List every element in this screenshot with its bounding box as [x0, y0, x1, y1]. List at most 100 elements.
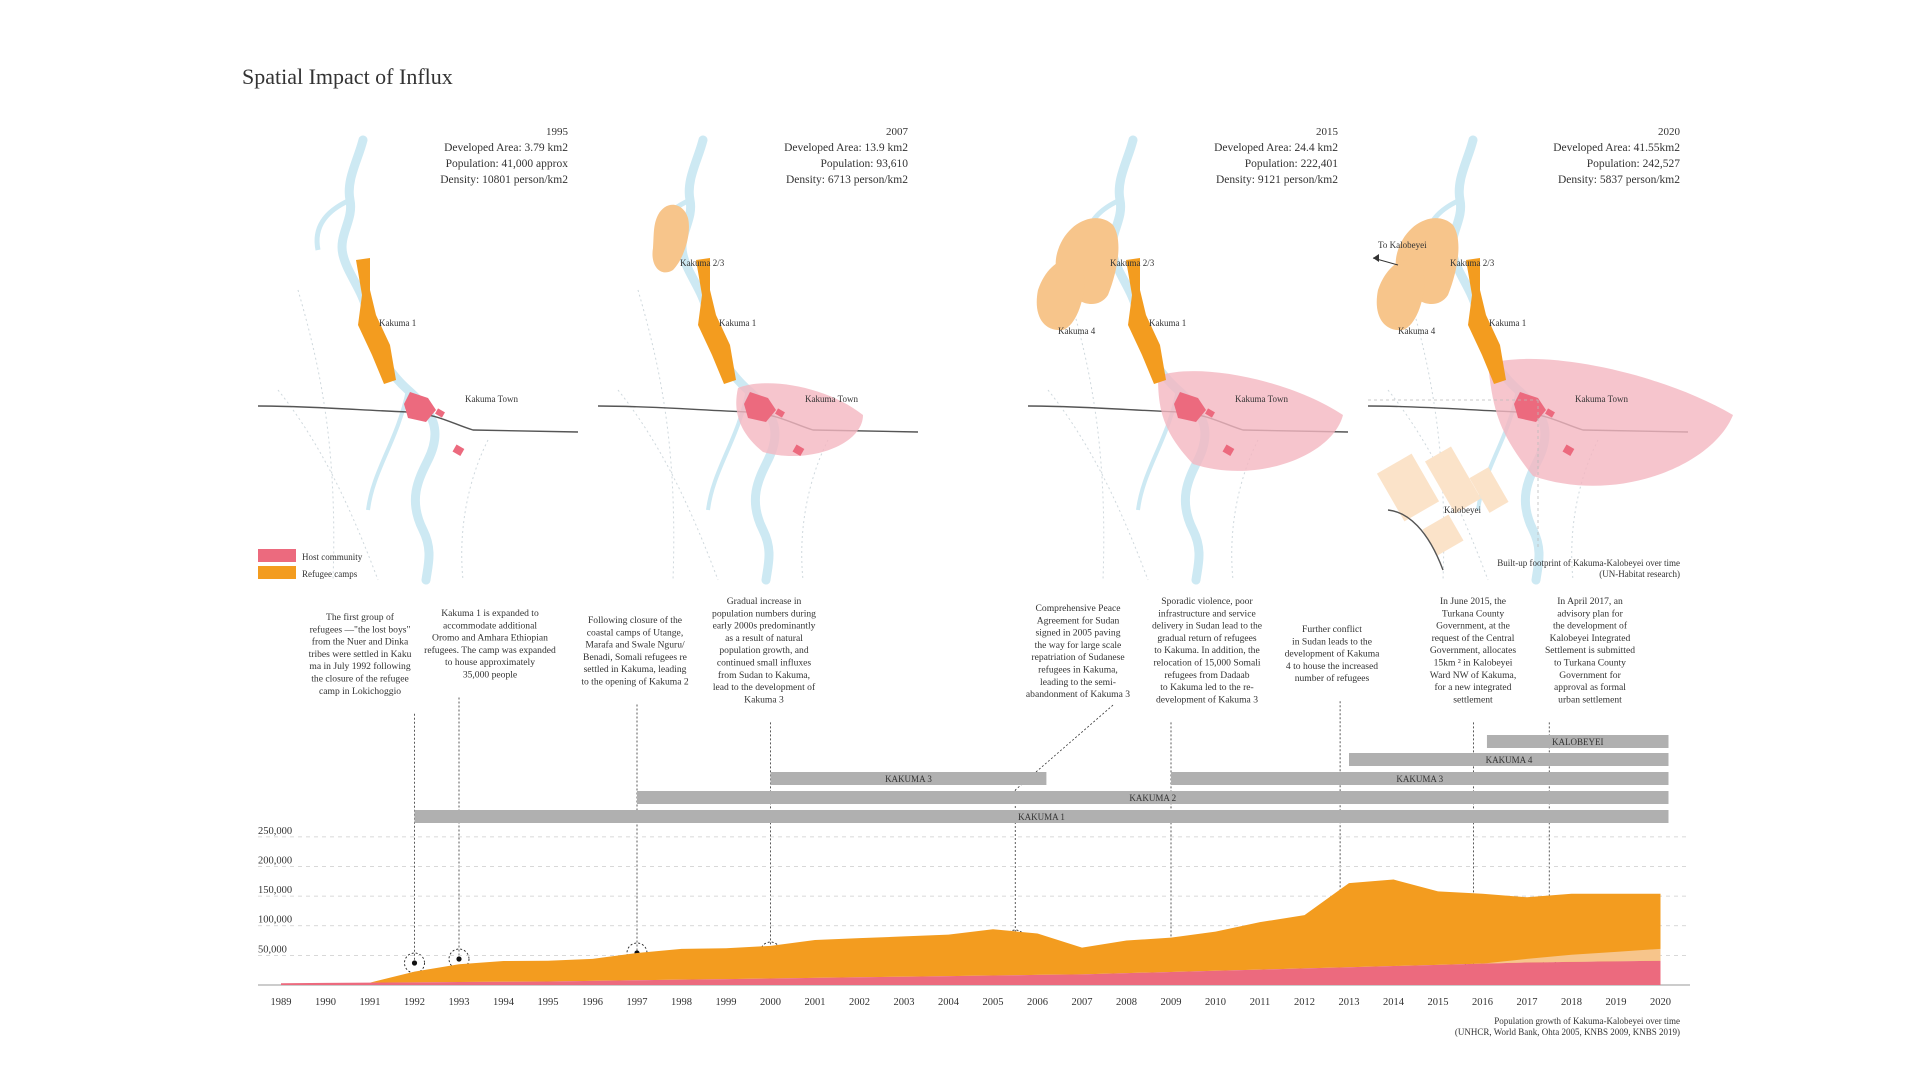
map-panel-2015: Kakuma 2/3 Kakuma 1 Kakuma 4 Kakuma Town 201…	[1027, 126, 1349, 585]
host-community-area	[1158, 371, 1343, 471]
map-stats: 2007 Developed Area: 13.9 km2 Population: …	[784, 126, 908, 186]
map-stat-density: Density: 10801 person/km2	[440, 174, 568, 186]
map-label: Kakuma Town	[805, 394, 858, 404]
annotation-line: Benadi, Somali refugees re	[583, 652, 687, 663]
seasonal-stream	[297, 289, 335, 581]
map-stats: 1995 Developed Area: 3.79 km2 Population: …	[440, 126, 568, 186]
map-label: Kakuma Town	[465, 394, 518, 404]
x-tick-label: 2006	[1027, 997, 1048, 1008]
camp-bar-segment	[1171, 772, 1669, 785]
annotation-line: Kakuma 3	[744, 694, 784, 705]
annotation-line: Sporadic violence, poor	[1161, 596, 1253, 607]
chart-caption-line-1: Population growth of Kakuma-Kalobeyei ov…	[1494, 1016, 1680, 1026]
annotation-line: population growth, and	[719, 645, 808, 656]
annotation-line: Marafa and Swale Nguru/	[585, 640, 685, 651]
map-label: Kakuma 2/3	[1110, 258, 1155, 268]
map-stat-population: Population: 242,527	[1587, 158, 1681, 170]
host-population-area	[281, 960, 1661, 985]
kakuma-4-camp	[1376, 259, 1425, 331]
annotation-line: infrastructure and service	[1158, 608, 1256, 619]
x-tick-label: 2009	[1161, 997, 1182, 1008]
annotation-line: the closure of the refugee	[311, 674, 409, 685]
x-tick-label: 1992	[404, 997, 425, 1008]
annotation-line: settlement	[1453, 694, 1493, 705]
map-stats: 2015 Developed Area: 24.4 km2 Population: …	[1214, 126, 1338, 186]
y-tick-label: 50,000	[258, 944, 287, 955]
map-stat-density: Density: 6713 person/km2	[786, 174, 908, 186]
x-tick-label: 1993	[449, 997, 470, 1008]
x-tick-label: 2008	[1116, 997, 1137, 1008]
x-tick-label: 2018	[1561, 997, 1582, 1008]
host-community-core	[1174, 392, 1206, 422]
annotation-line: Gradual increase in	[727, 596, 802, 607]
x-tick-label: 1997	[627, 997, 648, 1008]
map-caption-line-2: (UN-Habitat research)	[1599, 569, 1680, 579]
annotation-line: relocation of 15,000 Somali	[1153, 658, 1260, 669]
host-community-block	[435, 408, 445, 418]
seasonal-stream	[1407, 289, 1445, 581]
annotation-line: to Kakuma. In addition, the	[1154, 645, 1260, 656]
x-tick-label: 2015	[1428, 997, 1449, 1008]
kakuma-1-camp	[696, 258, 736, 384]
annotation-line: in Sudan leads to the	[1292, 636, 1372, 647]
annotation-line: to Kakuma led to the re-	[1160, 682, 1254, 693]
host-community-block	[775, 408, 785, 418]
map-stat-area: Developed Area: 24.4 km2	[1214, 142, 1338, 154]
x-tick-label: 2005	[983, 997, 1004, 1008]
kakuma-4-camp	[1036, 259, 1085, 331]
annotation-line: Kalobeyei Integrated	[1550, 633, 1631, 644]
x-tick-label: 1994	[493, 997, 515, 1008]
population-area-chart: 50,000 100,000 150,000 200,000 250,000 1989 19…	[258, 826, 1690, 1008]
camp-bar	[637, 791, 1669, 804]
map-label: Kakuma 1	[1489, 318, 1526, 328]
annotation-line: In April 2017, an	[1557, 596, 1623, 607]
x-tick-label: 2014	[1383, 997, 1405, 1008]
annotation-line: from the Nuer and Dinka	[312, 637, 409, 648]
x-tick-label: 2002	[849, 997, 870, 1008]
annotation-line: tribes were settled in Kaku	[309, 649, 412, 660]
annotation-line: Government, allocates	[1430, 645, 1517, 656]
annotation-line: Following closure of the	[588, 615, 682, 626]
x-tick-label: 2011	[1250, 997, 1271, 1008]
map-stat-density: Density: 5837 person/km2	[1558, 174, 1680, 186]
map-label: Kakuma 2/3	[680, 258, 725, 268]
arrow-head	[1373, 254, 1379, 262]
seasonal-stream	[801, 439, 829, 581]
map-stat-area: Developed Area: 13.9 km2	[784, 142, 908, 154]
annotation-line: Comprehensive Peace	[1036, 603, 1121, 614]
x-tick-label: 2000	[760, 997, 781, 1008]
legend-swatch-refugee	[258, 566, 296, 579]
annotation-line: for a new integrated	[1435, 682, 1512, 693]
map-legend: Host community Refugee camps	[258, 549, 363, 579]
figure-title: Spatial Impact of Influx	[242, 64, 453, 89]
kalobeyei-settlement-block	[1425, 446, 1481, 514]
annotation-line: settled in Kakuma, leading	[584, 664, 687, 675]
annotation-line: urban settlement	[1558, 694, 1622, 705]
annotation-line: 15km ² in Kalobeyei	[1434, 658, 1513, 669]
x-tick-label: 1998	[671, 997, 692, 1008]
map-label: Kakuma Town	[1235, 394, 1288, 404]
map-label: Kakuma 1	[379, 318, 416, 328]
x-tick-label: 2012	[1294, 997, 1315, 1008]
event-marker-dot	[411, 960, 418, 966]
annotation-line: Settlement is submitted	[1545, 645, 1635, 656]
legend-label-refugee: Refugee camps	[302, 569, 358, 579]
annotation-line: Turkana County	[1442, 608, 1504, 619]
x-tick-label: 2020	[1650, 997, 1671, 1008]
x-tick-label: 2010	[1205, 997, 1226, 1008]
camp-bar-label: KAKUMA 2	[1129, 793, 1176, 803]
map-stat-year: 2007	[886, 126, 909, 138]
x-tick-label: 1995	[538, 997, 559, 1008]
annotation-line: 35,000 people	[463, 670, 517, 681]
annotation-line: Agreement for Sudan	[1037, 615, 1120, 626]
map-stat-year: 1995	[546, 126, 569, 138]
camp-duration-bars: KALOBEYEI KAKUMA 4 KAKUMA 3 KAKUMA 3 KAKUMA …	[414, 735, 1669, 823]
kakuma-1-camp	[356, 258, 396, 384]
annotation-line: the development of	[1553, 621, 1628, 632]
